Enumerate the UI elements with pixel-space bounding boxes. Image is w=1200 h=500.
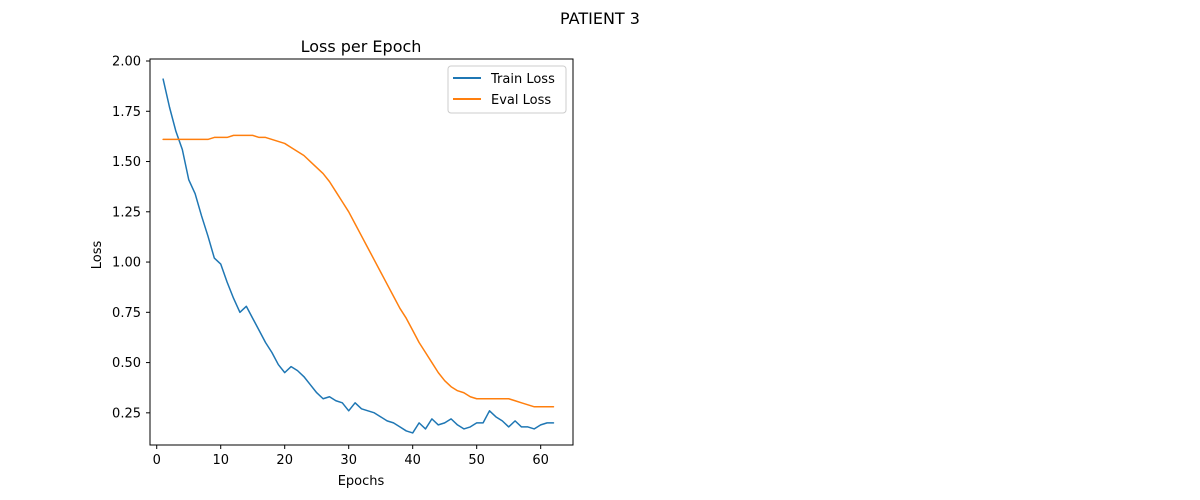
x-tick-label: 10 <box>212 453 229 468</box>
y-tick-label: 0.75 <box>112 306 141 321</box>
series-line-eval-loss <box>162 134 555 408</box>
plot-area <box>162 78 555 434</box>
x-tick-label: 0 <box>153 453 161 468</box>
axes-frame <box>149 58 574 446</box>
y-tick-label: 0.25 <box>112 406 141 421</box>
axis-ticks: 0 10 20 30 40 50 60 0.25 0.50 0.75 1.00 1.25 1.50 1.7… <box>112 55 549 468</box>
y-tick-label: 1.25 <box>112 205 141 220</box>
legend: Train Loss Eval Loss <box>447 65 567 114</box>
x-tick-label: 30 <box>340 453 357 468</box>
x-axis-label: Epochs <box>338 474 385 489</box>
chart-title: Loss per Epoch <box>301 37 422 56</box>
x-tick-label: 20 <box>276 453 293 468</box>
figure-suptitle: PATIENT 3 <box>560 9 640 28</box>
x-tick-label: 50 <box>468 453 485 468</box>
x-tick-label: 40 <box>404 453 421 468</box>
x-tick-label: 60 <box>532 453 549 468</box>
y-tick-label: 1.00 <box>112 256 141 271</box>
series-line-train-loss <box>162 78 555 434</box>
y-axis-label: Loss <box>90 241 105 270</box>
legend-label-eval-loss: Eval Loss <box>491 93 551 108</box>
y-tick-label: 2.00 <box>112 55 141 70</box>
y-tick-label: 1.50 <box>112 155 141 170</box>
legend-label-train-loss: Train Loss <box>490 72 555 87</box>
y-tick-label: 1.75 <box>112 105 141 120</box>
y-tick-label: 0.50 <box>112 356 141 371</box>
